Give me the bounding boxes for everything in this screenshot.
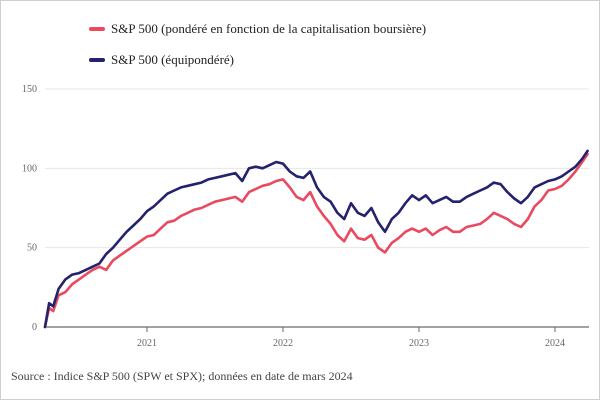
series-line-equal-weighted — [43, 149, 589, 329]
y-tick-label-100: 100 — [22, 163, 37, 174]
legend-item-equal-weighted[interactable]: S&P 500 (équipondéré) — [89, 50, 426, 70]
y-tick-label-50: 50 — [27, 243, 37, 254]
legend-item-cap-weighted[interactable]: S&P 500 (pondéré en fonction de la capit… — [89, 19, 426, 39]
legend: S&P 500 (pondéré en fonction de la capit… — [89, 19, 426, 81]
x-tick-label-2022: 2022 — [273, 338, 293, 349]
legend-label-equal-weighted: S&P 500 (équipondéré) — [111, 52, 234, 67]
legend-label-cap-weighted: S&P 500 (pondéré en fonction de la capit… — [111, 21, 427, 36]
x-tick-label-2023: 2023 — [409, 338, 429, 349]
series-line-cap-weighted — [43, 152, 589, 329]
source-note: Source : Indice S&P 500 (SPW et SPX); do… — [11, 369, 353, 383]
legend-swatch-equal-weighted — [89, 58, 105, 62]
legend-swatch-cap-weighted — [89, 27, 105, 31]
y-tick-label-150: 150 — [22, 84, 37, 95]
x-tick-label-2021: 2021 — [137, 338, 157, 349]
x-tick-label-2024: 2024 — [545, 338, 565, 349]
y-tick-label-0: 0 — [32, 322, 37, 333]
